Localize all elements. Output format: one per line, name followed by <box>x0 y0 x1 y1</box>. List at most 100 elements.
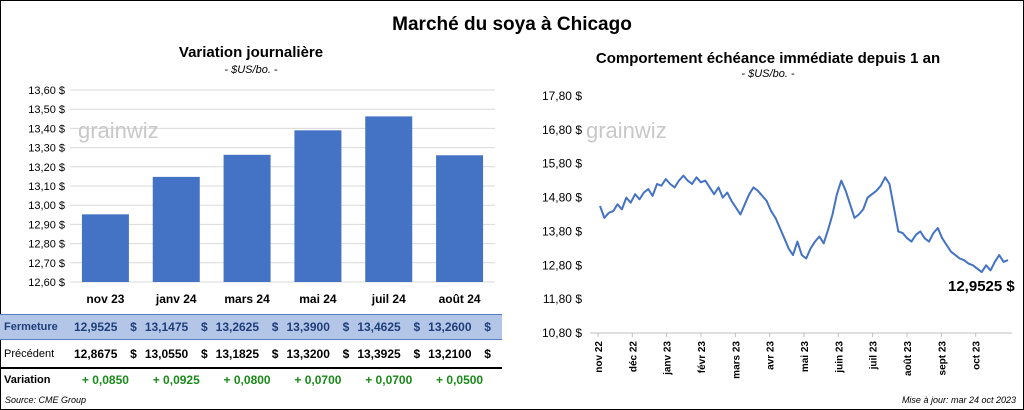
cell-value: 13,3900 <box>286 320 330 334</box>
table-cell: 13,3900 $ <box>287 315 350 339</box>
right-unit: - $US/bo. - <box>741 68 795 80</box>
table-divider <box>0 367 502 369</box>
cell-currency: $ <box>413 347 421 361</box>
y-tick-label: 14,80 $ <box>542 191 582 205</box>
y-tick-label: 13,50 $ <box>28 104 65 116</box>
cell-currency: $ <box>200 347 208 361</box>
cell-currency: $ <box>130 320 137 334</box>
x-tick-label: janv 23 <box>663 341 674 376</box>
cell-value: 12,9525 <box>74 320 118 334</box>
y-tick-label: 12,60 $ <box>28 277 65 289</box>
cell-currency: $ <box>130 347 137 361</box>
cell-value: 13,1825 <box>215 347 260 361</box>
row-label-variation: Variation <box>4 374 51 386</box>
watermark-logo: grainwiz <box>586 118 667 143</box>
x-tick-label: août 24 <box>439 292 481 306</box>
x-tick-label: déc 22 <box>628 341 639 373</box>
bar <box>81 214 129 282</box>
y-tick-label: 11,80 $ <box>543 292 582 306</box>
cell-value: 13,3925 <box>357 347 401 361</box>
x-tick-label: mai 24 <box>299 292 337 306</box>
main-title: Marché du soya à Chicago <box>392 14 632 35</box>
cell-currency: $ <box>484 320 491 334</box>
table-cell: 12,9525 $ <box>74 315 137 339</box>
cell-value: 13,0550 <box>144 347 189 361</box>
y-tick-label: 13,20 $ <box>28 162 65 174</box>
table-cell: 13,2625 $ <box>216 315 279 339</box>
y-tick-label: 12,90 $ <box>28 219 65 231</box>
left-unit: - $US/bo. - <box>224 64 278 76</box>
variation-cell: + 0,0925 <box>152 373 200 387</box>
table-cell: 13,2600 $ <box>428 315 491 339</box>
x-tick-label: août 23 <box>903 341 914 376</box>
cell-currency: $ <box>271 347 279 361</box>
x-tick-label: mars 23 <box>731 341 742 379</box>
cell-value: 13,3200 <box>286 347 330 361</box>
variation-cell: + 0,0800 <box>223 373 271 387</box>
row-label-previous: Précédent <box>4 348 55 360</box>
variation-cell: + 0,0500 <box>436 373 484 387</box>
front-month-line-chart: 10,80 $ 11,80 $ 12,80 $ 13,80 $ 14,80 $ 15,80… <box>542 89 1012 379</box>
left-subtitle: Variation journalière <box>178 44 324 61</box>
y-tick-label: 10,80 $ <box>542 326 582 340</box>
x-tick-label: mars 24 <box>224 292 270 306</box>
cell-value: 13,2100 <box>428 347 472 361</box>
x-tick-label: nov 22 <box>594 341 605 373</box>
y-tick-label: 15,80 $ <box>542 157 582 171</box>
y-tick-label: 13,00 $ <box>28 200 65 212</box>
bar <box>152 176 200 282</box>
x-tick-label: nov 23 <box>86 292 124 306</box>
table-cell: 13,1475 $ <box>145 315 208 339</box>
row-label-close: Fermeture <box>4 321 58 333</box>
x-tick-label: juil 24 <box>371 292 406 306</box>
x-tick-label: sept 23 <box>937 341 948 376</box>
y-tick-label: 12,80 $ <box>28 239 65 251</box>
y-tick-label: 13,60 $ <box>28 85 65 97</box>
update-note: Mise à jour: mar 24 oct 2023 <box>901 395 1016 405</box>
cell-value: 13,2600 <box>428 320 472 334</box>
cell-currency: $ <box>484 347 491 361</box>
table-cell: 13,3925 $ <box>357 342 420 366</box>
variation-cell: + 0,0850 <box>81 373 129 387</box>
variation-cell: + 0,0700 <box>294 373 342 387</box>
y-tick-label: 13,40 $ <box>28 123 65 135</box>
x-tick-label: juin 23 <box>834 341 845 374</box>
x-tick-label: janv 24 <box>155 292 197 306</box>
table-cell: 13,0550 $ <box>145 342 208 366</box>
price-series-line <box>599 174 1009 274</box>
table-row-previous: Précédent 12,8675 $13,0550 $13,1825 $13,320… <box>0 342 502 366</box>
bar <box>436 155 484 282</box>
bar <box>223 154 271 282</box>
cell-currency: $ <box>342 320 350 334</box>
last-value-label: 12,9525 $ <box>948 278 1015 295</box>
x-tick-label: avr 23 <box>766 341 777 370</box>
right-subtitle: Comportement échéance immédiate depuis 1… <box>595 50 941 67</box>
cell-currency: $ <box>413 320 421 334</box>
table-cell: 13,3200 $ <box>287 342 350 366</box>
table-cell: 13,4625 $ <box>357 315 420 339</box>
cell-value: 12,8675 <box>74 347 118 361</box>
cell-currency: $ <box>342 347 350 361</box>
y-tick-label: 13,80 $ <box>542 224 582 238</box>
bar <box>294 130 342 282</box>
y-tick-label: 12,70 $ <box>28 258 65 270</box>
cell-value: 13,1475 <box>144 320 189 334</box>
cell-value: 13,4625 <box>357 320 401 334</box>
cell-value: 13,2625 <box>215 320 260 334</box>
table-row-close: Fermeture 12,9525 $13,1475 $13,2625 $13,390… <box>0 314 502 340</box>
x-tick-label: mai 23 <box>800 341 811 373</box>
table-cell: 12,8675 $ <box>74 342 137 366</box>
variation-cell: + 0,0700 <box>365 373 413 387</box>
y-tick-label: 13,30 $ <box>28 143 65 155</box>
bar <box>365 116 413 283</box>
daily-variation-bar-chart: 12,60 $ 12,70 $ 12,80 $ 12,90 $ 13,00 $ 13,10… <box>28 85 495 306</box>
table-cell: 13,1825 $ <box>216 342 279 366</box>
watermark-logo: grainwiz <box>78 118 159 143</box>
x-tick-label: févr 23 <box>697 341 708 374</box>
source-note: Source: CME Group <box>5 395 87 405</box>
table-cell: 13,2100 $ <box>428 342 491 366</box>
y-tick-label: 13,10 $ <box>28 181 65 193</box>
cell-currency: $ <box>200 320 208 334</box>
y-tick-label: 17,80 $ <box>542 89 582 103</box>
x-tick-label: juil 23 <box>869 341 880 371</box>
